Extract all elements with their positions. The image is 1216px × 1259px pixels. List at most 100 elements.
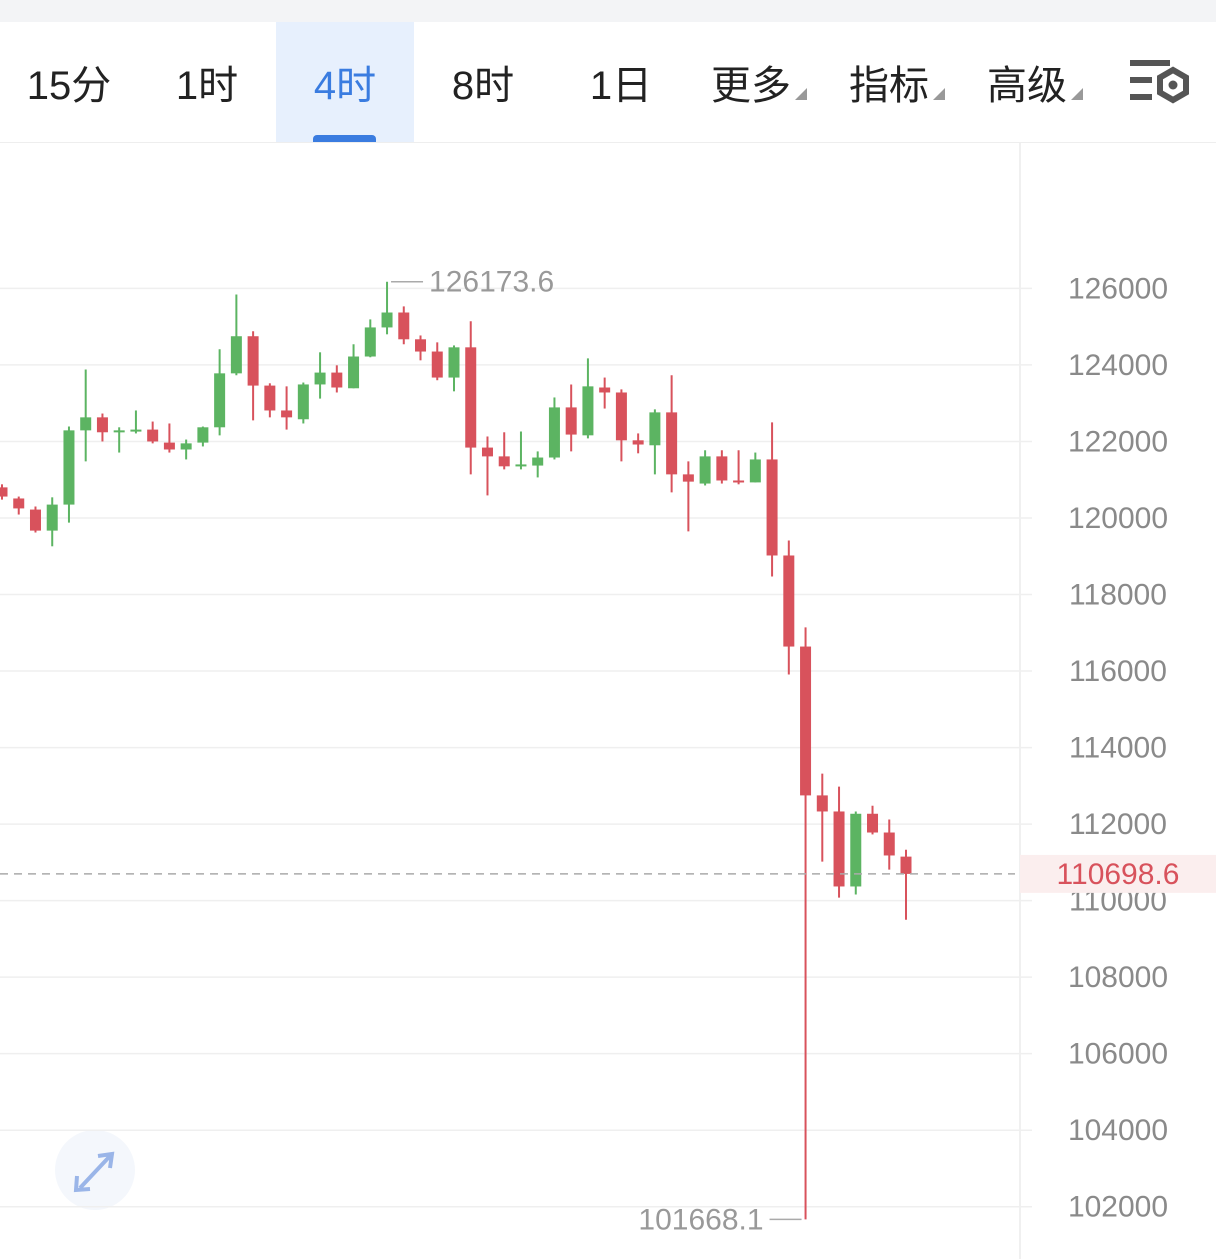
- icon-hex: [1157, 66, 1189, 104]
- candle-body: [281, 410, 293, 418]
- tab-label: 高级: [987, 64, 1067, 108]
- icon-bar: [1130, 77, 1152, 83]
- candle-body: [465, 347, 477, 448]
- candle-body: [364, 327, 376, 357]
- candle-body: [247, 336, 259, 386]
- high-label: 126173.6: [429, 266, 554, 299]
- candle-body: [883, 832, 895, 856]
- candle-body: [448, 347, 460, 378]
- candle-body: [649, 412, 661, 446]
- dropdown-indicator: [795, 88, 807, 100]
- low-label: 101668.1: [638, 1203, 763, 1236]
- candle-body: [632, 440, 644, 445]
- candle-body: [599, 387, 611, 393]
- y-tick-label: 120000: [1068, 502, 1168, 535]
- candle-body: [699, 456, 711, 484]
- tab-label: 4时: [313, 64, 377, 108]
- candle-body: [498, 456, 510, 467]
- tab-label: 指标: [849, 64, 929, 108]
- candle-body: [431, 351, 443, 378]
- candle-body: [716, 456, 728, 481]
- candle-body: [548, 407, 560, 458]
- candle-body: [297, 384, 309, 420]
- icon-bar: [1130, 94, 1152, 100]
- candle-body: [398, 312, 410, 340]
- y-tick-label: 126000: [1068, 272, 1168, 305]
- dropdown-indicator: [1071, 88, 1083, 100]
- candle-body: [582, 386, 594, 436]
- last-price-label: 110698.6: [1057, 858, 1180, 891]
- status-bar: [0, 0, 1216, 22]
- candle-body: [314, 372, 326, 385]
- candle-body: [666, 412, 678, 475]
- tab[interactable]: 8时: [414, 22, 552, 142]
- candle-body: [29, 509, 41, 531]
- dropdown-indicator: [933, 88, 945, 100]
- settings-icon[interactable]: [1130, 60, 1189, 104]
- candle-body: [800, 646, 812, 796]
- candle-body: [733, 480, 745, 483]
- candle-body: [80, 417, 92, 431]
- candle-body: [766, 459, 778, 556]
- candle-body: [348, 356, 360, 389]
- candle-body: [532, 457, 544, 466]
- y-tick-label: 104000: [1068, 1114, 1168, 1147]
- candle-body: [63, 430, 75, 505]
- candle-body: [113, 430, 125, 433]
- candle-body: [264, 385, 276, 411]
- tab[interactable]: 15分: [0, 22, 138, 142]
- candle-body: [900, 856, 912, 874]
- tab-label: 1日: [589, 64, 653, 108]
- candle-body: [833, 811, 845, 887]
- expand-button[interactable]: [55, 1130, 135, 1210]
- tab[interactable]: 1日: [552, 22, 690, 142]
- tab[interactable]: 4时: [276, 22, 414, 142]
- candle-body: [180, 443, 192, 450]
- tab[interactable]: 高级: [966, 22, 1104, 142]
- candle-body: [415, 339, 427, 352]
- candle-body: [214, 373, 226, 428]
- y-tick-label: 106000: [1068, 1038, 1168, 1071]
- candle-body: [13, 498, 25, 509]
- candle-body: [515, 464, 527, 467]
- candle-body: [816, 795, 828, 812]
- y-tick-label: 122000: [1068, 425, 1168, 458]
- candle-body: [381, 312, 393, 328]
- tab[interactable]: 指标: [828, 22, 966, 142]
- tab-label: 更多: [711, 64, 791, 108]
- y-tick-label: 124000: [1068, 349, 1168, 382]
- tab[interactable]: 1时: [138, 22, 276, 142]
- candle-body: [682, 474, 694, 482]
- y-tick-label: 108000: [1068, 961, 1168, 994]
- y-tick-label: 112000: [1069, 808, 1167, 841]
- tab[interactable]: 更多: [690, 22, 828, 142]
- candle-body: [163, 442, 175, 450]
- candle-body: [850, 813, 862, 887]
- y-tick-label: 102000: [1068, 1191, 1168, 1224]
- last-price-box: [1020, 854, 1216, 893]
- candle-body: [331, 372, 343, 388]
- icon-dot: [1168, 80, 1178, 90]
- tab-label: 8时: [451, 64, 515, 108]
- candle-body: [615, 392, 627, 441]
- y-tick-label: 118000: [1069, 578, 1167, 611]
- candle-body: [96, 417, 108, 433]
- candle-body: [749, 459, 761, 483]
- tab-label: 1时: [175, 64, 239, 108]
- candle-body: [783, 555, 795, 647]
- candle-body: [565, 407, 577, 435]
- candle-body: [230, 336, 242, 374]
- candle-body: [0, 487, 8, 497]
- tab-label: 15分: [26, 64, 112, 108]
- candle-body: [867, 813, 879, 833]
- y-tick-label: 114000: [1069, 731, 1167, 764]
- y-tick-label: 116000: [1069, 655, 1167, 688]
- candle-body: [130, 429, 142, 432]
- candle-body: [197, 427, 209, 443]
- candle-body: [481, 447, 493, 457]
- candle-body: [147, 429, 159, 442]
- icon-bar: [1130, 60, 1170, 66]
- candle-body: [46, 504, 58, 531]
